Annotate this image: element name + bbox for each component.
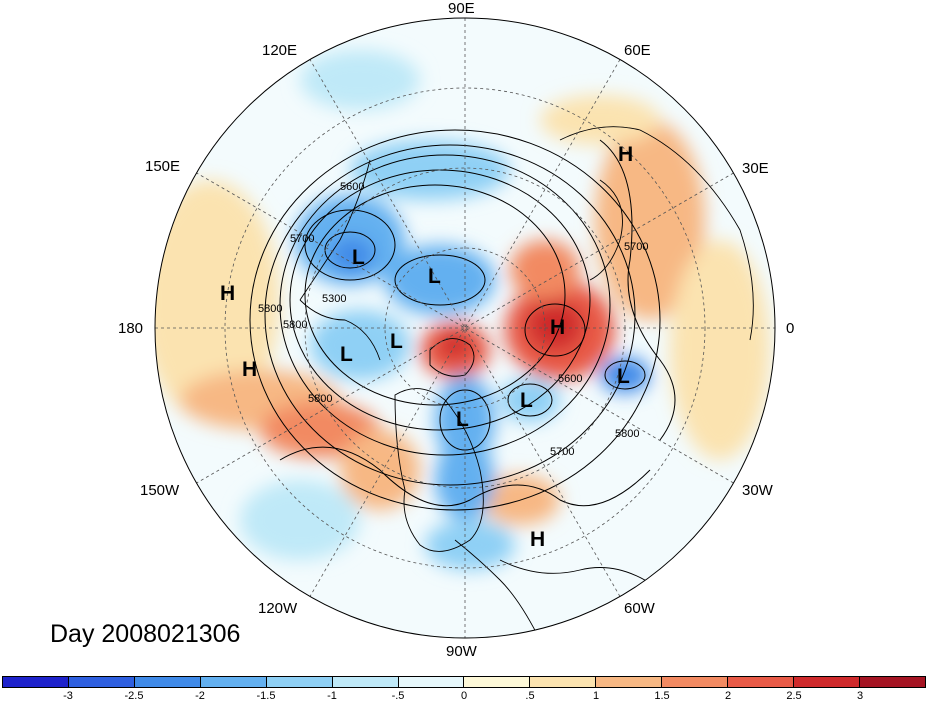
lon-label-60e: 60E xyxy=(624,42,651,59)
colorbar xyxy=(2,676,926,688)
lon-label-90e: 90E xyxy=(448,0,475,17)
high-pressure-marker: H xyxy=(220,282,236,305)
high-pressure-marker: H xyxy=(242,358,258,381)
colorbar-tick-label: -1.5 xyxy=(256,690,276,702)
contour-label: 5800 xyxy=(308,393,332,405)
low-pressure-marker: L xyxy=(617,365,630,388)
colorbar-cell xyxy=(859,677,925,687)
colorbar-cell xyxy=(134,677,201,687)
colorbar-cell xyxy=(3,677,69,687)
high-pressure-marker: H xyxy=(550,316,566,339)
lon-label-90w: 90W xyxy=(446,643,477,660)
low-pressure-marker: L xyxy=(456,408,469,431)
map-boundary xyxy=(154,17,776,639)
contour-label: 5300 xyxy=(322,293,346,305)
contour-label: 5700 xyxy=(290,233,314,245)
contour-label: 5700 xyxy=(550,446,574,458)
colorbar-cell xyxy=(200,677,267,687)
colorbar-tick-label: 1 xyxy=(592,690,600,702)
colorbar-tick-label: -2.5 xyxy=(124,690,144,702)
colorbar-cell xyxy=(794,677,860,687)
lon-label-120w: 120W xyxy=(258,600,298,617)
colorbar-tick-label: -3 xyxy=(63,690,73,702)
colorbar-tick-label: -1 xyxy=(327,690,337,702)
low-pressure-marker: L xyxy=(352,246,365,269)
colorbar-tick-label: 3 xyxy=(856,690,864,702)
colorbar-cell xyxy=(662,677,729,687)
lon-label-30e: 30E xyxy=(742,160,769,177)
contour-label: 5700 xyxy=(624,241,648,253)
lon-label-30w: 30W xyxy=(742,482,773,499)
colorbar-cell xyxy=(596,677,663,687)
contour-label: 5600 xyxy=(340,181,364,193)
colorbar-cell xyxy=(728,677,795,687)
lon-label-0: 0 xyxy=(786,320,795,337)
colorbar-tick-label: 0 xyxy=(460,690,468,702)
colorbar-tick-label: 2.5 xyxy=(786,690,802,702)
lon-label-120e: 120E xyxy=(262,42,298,59)
colorbar-tick-label: 1.5 xyxy=(654,690,670,702)
contour-label: 5600 xyxy=(558,373,582,385)
high-pressure-marker: H xyxy=(530,528,546,551)
coastlines xyxy=(299,126,754,638)
lon-label-60w: 60W xyxy=(624,600,655,617)
colorbar-cell xyxy=(530,677,597,687)
colorbar-tick-label: -2 xyxy=(195,690,205,702)
date-title: Day 2008021306 xyxy=(50,620,241,648)
low-pressure-marker: L xyxy=(428,265,441,288)
low-pressure-marker: L xyxy=(340,343,353,366)
colorbar-tick-label: .5 xyxy=(525,690,535,702)
contour-label: 5800 xyxy=(283,319,307,331)
lon-label-180: 180 xyxy=(118,320,144,337)
colorbar-cell xyxy=(464,677,531,687)
polar-stereographic-map: 5300 5600 5600 5700 5700 5700 5800 5800 … xyxy=(154,17,776,639)
colorbar-cell xyxy=(68,677,135,687)
colorbar-tick-label: -.5 xyxy=(391,690,405,702)
high-pressure-marker: H xyxy=(618,143,634,166)
colorbar-cell xyxy=(398,677,465,687)
colorbar-cell xyxy=(266,677,333,687)
low-pressure-marker: L xyxy=(390,330,403,353)
contour-label-group: 5300 5600 5600 5700 5700 5700 5800 5800 … xyxy=(258,181,648,458)
colorbar-tick-label: 2 xyxy=(724,690,732,702)
low-pressure-marker: L xyxy=(520,389,533,412)
anomaly-shading xyxy=(155,50,770,570)
contour-label: 5800 xyxy=(615,428,639,440)
colorbar-cell xyxy=(332,677,399,687)
lon-label-150e: 150E xyxy=(145,158,181,175)
lon-label-150w: 150W xyxy=(140,482,180,499)
graticule xyxy=(155,18,775,638)
contour-label: 5800 xyxy=(258,303,282,315)
